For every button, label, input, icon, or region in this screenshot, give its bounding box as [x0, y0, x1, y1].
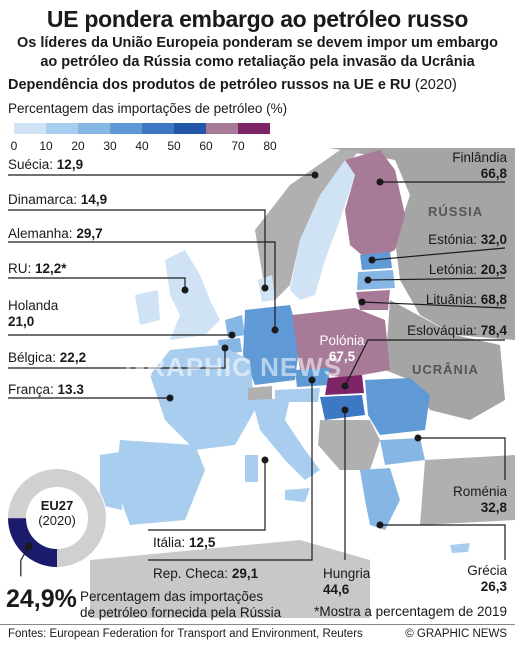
legend-ticks: 0 10 20 30 40 50 60 70 80: [8, 139, 288, 153]
legend-swatch-3: [110, 123, 142, 134]
region-ukraine: UCRÂNIA: [412, 362, 479, 377]
legend-tick-70: 70: [231, 139, 245, 153]
label-finlandia: Finlândia 66,8: [452, 150, 507, 181]
poland-shape: [292, 308, 390, 378]
footer-credit: © GRAPHIC NEWS: [405, 628, 507, 640]
subtitle-line-2: ao petróleo da Rússia como retaliação pe…: [40, 54, 475, 70]
region-russia: RÚSSIA: [428, 204, 484, 219]
ireland-shape: [135, 290, 160, 325]
label-holanda: Holanda 21,0: [8, 298, 59, 329]
leader-dinamarca: [8, 209, 266, 288]
subtitle-line-1: Os líderes da União Europeia ponderam se…: [16, 35, 499, 51]
label-hungria: Hungria 44,6: [323, 566, 371, 597]
leader-alemanha: [8, 241, 276, 330]
label-estonia: Estónia: 32,0: [428, 232, 507, 247]
label-lituania: Lituânia: 68,8: [425, 292, 507, 307]
label-eslovaquia: Eslováquia: 78,4: [407, 323, 507, 338]
label-letonia: Letónia: 20,3: [428, 262, 507, 277]
germany-shape: [243, 305, 300, 385]
footnote: *Mostra a percentagem de 2019: [314, 604, 507, 619]
ukraine-shape: [385, 300, 505, 420]
watermark: GRAPHIC NEWS: [125, 352, 343, 382]
legend-tick-60: 60: [199, 139, 213, 153]
label-grecia: Grécia 26,3: [467, 563, 507, 594]
estonia-shape: [360, 252, 392, 270]
label-franca: França: 13.3: [8, 382, 84, 397]
legend-swatch-1: [46, 123, 78, 134]
leader-belgica: [8, 348, 226, 369]
leader-lines: [8, 174, 506, 561]
label-suecia: Suécia: 12,9: [8, 157, 84, 172]
leader-dots: [166, 171, 422, 529]
footer-sources: Fontes: European Federation for Transpor…: [8, 628, 363, 640]
spain-shape: [115, 440, 205, 525]
leader-estonia: [371, 247, 506, 261]
legend-tick-10: 10: [39, 139, 53, 153]
legend-tick-50: 50: [167, 139, 181, 153]
legend-title: Percentagem das importações de petróleo …: [8, 101, 288, 116]
legend-swatch-6: [206, 123, 238, 134]
legend-swatch-0: [14, 123, 46, 134]
russia-shape: [330, 148, 515, 340]
legend-tick-80: 80: [263, 139, 277, 153]
legend-swatch-4: [142, 123, 174, 134]
legend-swatch-2: [78, 123, 110, 134]
label-polonia: Polónia 67,5: [319, 333, 365, 364]
eu27-description: Percentagem das importações de petróleo f…: [80, 589, 282, 620]
eu27-value: 24,9%: [6, 585, 77, 613]
leader-repcheca: [148, 380, 313, 561]
leader-eslovaquia: [344, 339, 505, 387]
sicily-shape: [285, 488, 310, 502]
sardinia-shape: [245, 455, 258, 482]
bulgaria-shape: [380, 438, 425, 465]
label-ru: RU: 12,2*: [8, 261, 67, 276]
france-shape: [150, 345, 255, 450]
label-italia: Itália: 12,5: [153, 535, 216, 550]
legend-color-scale: [14, 123, 270, 134]
subhead-year: (2020): [414, 77, 457, 93]
norway-shape: [255, 150, 360, 300]
italy-shape: [252, 398, 320, 480]
page-title: UE pondera embargo ao petróleo russo: [46, 6, 469, 32]
hungary-shape: [320, 395, 365, 420]
label-belgica: Bélgica: 22,2: [8, 350, 87, 365]
subhead-text: Dependência dos produtos de petróleo rus…: [8, 77, 411, 93]
legend-tick-20: 20: [71, 139, 85, 153]
header: UE pondera embargo ao petróleo russo Os …: [0, 0, 515, 71]
label-romenia: Roménia 32,8: [452, 484, 507, 515]
portugal-shape: [100, 452, 122, 510]
leader-romenia: [418, 437, 506, 480]
uk-shape: [165, 250, 220, 340]
donut-leader: [20, 546, 30, 577]
label-dinamarca: Dinamarca: 14,9: [8, 192, 108, 207]
greece-shape: [360, 468, 400, 530]
subhead: Dependência dos produtos de petróleo rus…: [8, 77, 457, 93]
legend-tick-0: 0: [10, 139, 18, 153]
leader-lituania: [361, 301, 506, 309]
sweden-shape: [290, 160, 355, 300]
label-alemanha: Alemanha: 29,7: [8, 226, 103, 241]
cyprus-shape: [450, 543, 470, 553]
legend-tick-30: 30: [103, 139, 117, 153]
balkans-shape: [318, 420, 380, 470]
leader-letonia: [367, 277, 506, 281]
legend-swatch-7: [238, 123, 270, 134]
legend-tick-40: 40: [135, 139, 149, 153]
eu27-label: EU27 (2020): [38, 498, 76, 528]
legend-swatch-5: [174, 123, 206, 134]
eu27-donut: [7, 468, 107, 577]
turkey-shape: [420, 455, 515, 525]
lithuania-shape: [356, 290, 390, 310]
leader-ru: [8, 277, 186, 290]
label-repcheca: Rep. Checa: 29,1: [153, 566, 259, 581]
switzerland-shape: [248, 386, 272, 400]
romania-shape: [365, 378, 430, 435]
finland-shape: [345, 150, 405, 262]
leader-italia: [148, 460, 266, 531]
leader-grecia: [380, 524, 506, 560]
footer-divider: [0, 624, 515, 625]
